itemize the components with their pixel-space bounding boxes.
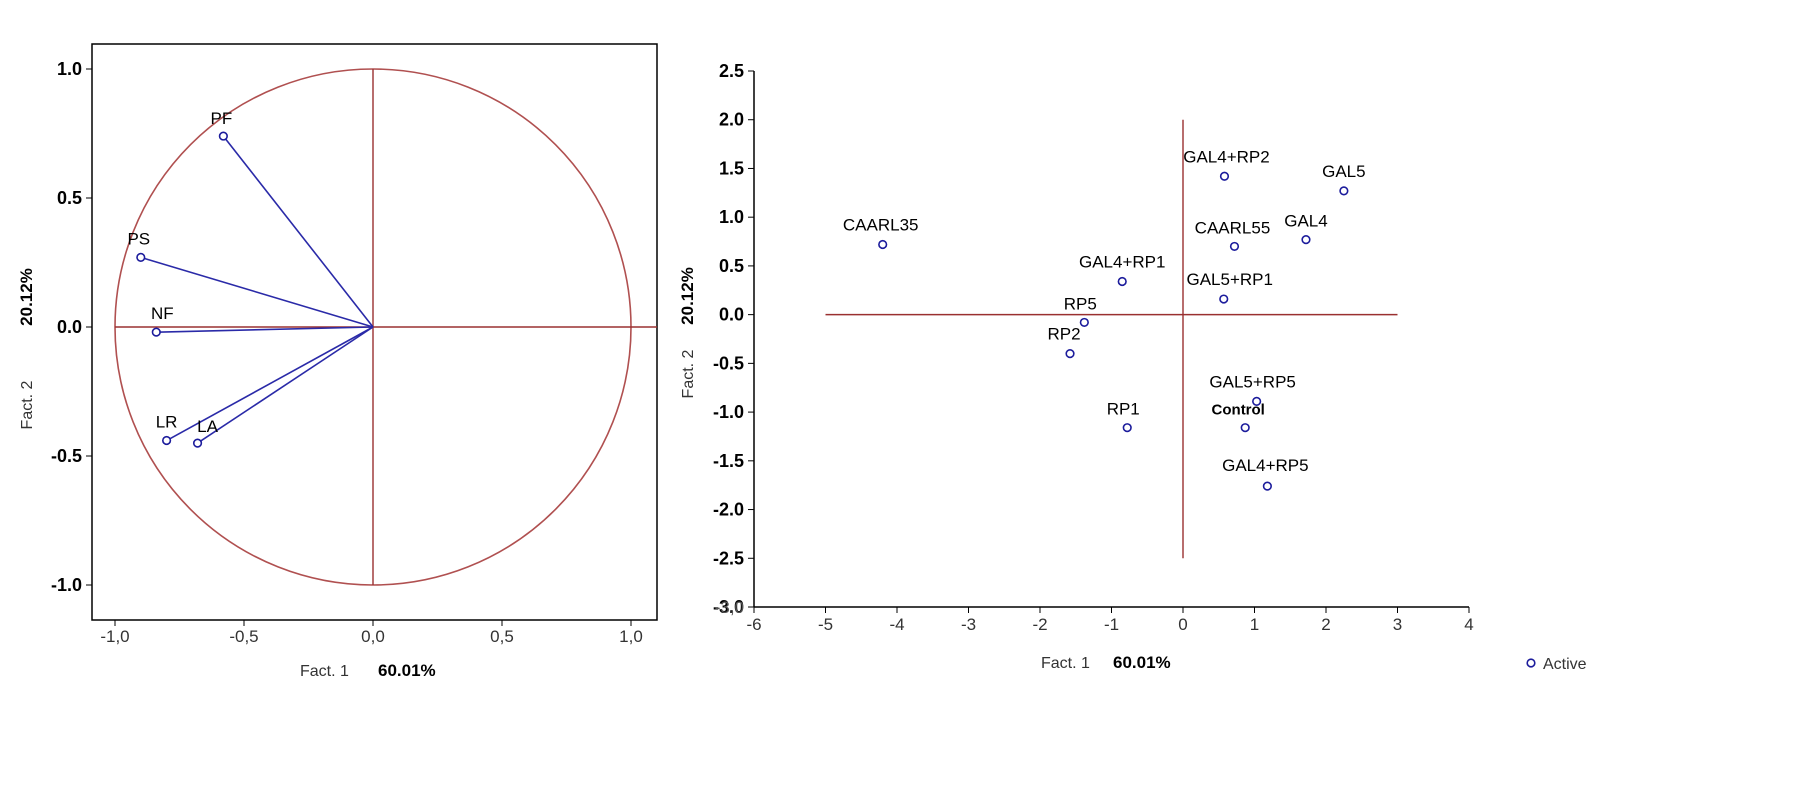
score-point-label: GAL4+RP1	[1079, 253, 1165, 272]
score-point	[1252, 396, 1262, 406]
y-axis-title: Fact. 2	[19, 380, 36, 429]
x-tick-label: -4	[889, 615, 904, 634]
score-point-label: GAL5+RP1	[1187, 270, 1273, 289]
score-point	[1117, 276, 1127, 287]
y-tick-label: 2.5	[719, 61, 744, 81]
score-point-label: RP5	[1064, 294, 1097, 313]
score-point	[1219, 171, 1230, 181]
loading-point-label: LR	[156, 413, 178, 432]
y-tick-label: 0.5	[57, 188, 82, 208]
x-tick-label: 1	[1250, 615, 1259, 634]
x-tick-label: 0	[1178, 615, 1187, 634]
x-axis-percent: 60.01%	[378, 661, 436, 680]
x-tick-label: -1,0	[100, 627, 129, 646]
score-point	[878, 239, 888, 250]
x-axis-title: Fact. 1	[300, 663, 349, 680]
y-axis-percent: 20.12%	[17, 268, 36, 326]
y-tick-label-overlap: -3,0	[715, 598, 744, 617]
y-tick-label: 1.0	[719, 207, 744, 227]
x-tick-label: 4	[1464, 615, 1473, 634]
score-point-label: GAL4+RP5	[1222, 456, 1308, 475]
score-point	[1122, 423, 1132, 433]
score-point	[1065, 349, 1075, 359]
y-axis-percent: 20.12%	[678, 267, 697, 325]
x-tick-label: -0,5	[229, 627, 258, 646]
score-point	[1240, 423, 1250, 433]
x-tick-label: -6	[746, 615, 761, 634]
loading-point	[151, 327, 161, 337]
x-tick-label: 3	[1393, 615, 1402, 634]
score-point-label: CAARL35	[843, 215, 919, 234]
legend-marker	[1526, 658, 1536, 668]
score-point-label: Control	[1212, 402, 1265, 419]
y-tick-label: -1.0	[713, 402, 744, 422]
loading-vector	[197, 326, 374, 444]
y-tick-label: -0.5	[713, 353, 744, 373]
y-tick-label: -2.5	[713, 548, 744, 568]
legend-label: Active	[1543, 656, 1587, 673]
score-point	[1219, 294, 1229, 304]
scores-chart: -6 -5 -4 -3 -2 -1 0 1 2 3 4 2.5 2.0 1.5 1.0 0.5 0.0 -0.5 -…	[678, 61, 1587, 673]
y-tick-label: -3.0	[713, 597, 744, 617]
y-tick-label: 0.5	[719, 256, 744, 276]
score-point	[1262, 481, 1272, 491]
loading-vector	[156, 326, 374, 333]
score-point-label: GAL4	[1284, 212, 1327, 231]
score-point-label: GAL5+RP5	[1209, 372, 1295, 391]
loading-point	[162, 435, 172, 446]
loading-point-label: NF	[151, 304, 174, 323]
score-point-label: GAL5	[1322, 162, 1365, 181]
y-tick-label: 1.0	[57, 59, 82, 79]
loading-point-label: PS	[127, 229, 150, 248]
x-tick-label: 2	[1321, 615, 1330, 634]
loading-vector	[166, 326, 374, 442]
loading-vector	[140, 256, 374, 328]
x-tick-label: -5	[818, 615, 833, 634]
y-axis-title: Fact. 2	[680, 349, 697, 398]
x-axis-percent: 60.01%	[1113, 653, 1171, 672]
loading-point	[192, 438, 203, 448]
x-tick-label: -1	[1104, 615, 1119, 634]
y-tick-label: 0.0	[719, 305, 744, 325]
x-tick-label: -3	[961, 615, 976, 634]
y-tick-label: -1.0	[51, 575, 82, 595]
legend: Active	[1526, 656, 1587, 673]
loading-point-label: PF	[210, 109, 232, 128]
score-point	[1229, 241, 1240, 252]
score-point-label: RP2	[1047, 325, 1080, 344]
x-tick-label: -2	[1032, 615, 1047, 634]
x-tick-label: 0,0	[361, 627, 385, 646]
score-point-label: RP1	[1107, 400, 1140, 419]
y-tick-label: -0.5	[51, 446, 82, 466]
loading-point	[136, 252, 146, 262]
y-tick-label: 0.0	[57, 317, 82, 337]
score-point-label: CAARL55	[1195, 218, 1271, 237]
score-point-label: GAL4+RP2	[1183, 147, 1269, 166]
loading-point	[218, 131, 228, 141]
score-point	[1079, 317, 1089, 328]
y-tick-label: -2.0	[713, 500, 744, 520]
x-axis-title: Fact. 1	[1041, 655, 1090, 672]
loadings-chart: -1,0 -0,5 0,0 0,5 1,0 1.0 0.5 0.0 -0.5 -1.0 PF PS NF…	[17, 43, 658, 680]
loading-point-label: LA	[197, 417, 218, 436]
loading-vector	[222, 135, 374, 328]
score-point	[1339, 186, 1349, 196]
x-tick-label: 0,5	[490, 627, 514, 646]
y-tick-label: -1.5	[713, 451, 744, 471]
y-tick-label: 2.0	[719, 110, 744, 130]
x-tick-label: 1,0	[619, 627, 643, 646]
y-tick-label: 1.5	[719, 158, 744, 178]
score-point	[1301, 234, 1311, 245]
